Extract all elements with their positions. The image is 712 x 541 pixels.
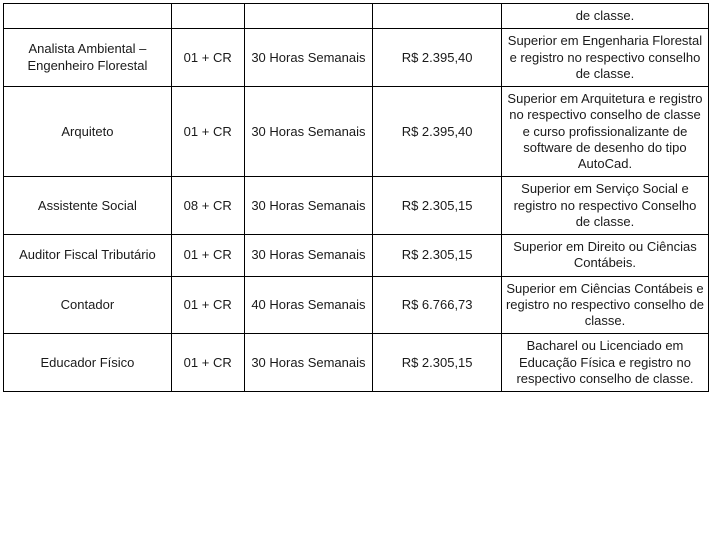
cell-vagas: 08 + CR	[171, 177, 244, 235]
cell-vagas: 01 + CR	[171, 276, 244, 334]
cell-salario: R$ 6.766,73	[373, 276, 502, 334]
cell-requisitos: Superior em Direito ou Ciências Contábei…	[501, 235, 708, 277]
cell-vagas: 01 + CR	[171, 334, 244, 392]
cell-cargo: Arquiteto	[4, 87, 172, 177]
cell-salario: R$ 2.305,15	[373, 334, 502, 392]
cell-requisitos: Superior em Engenharia Florestal e regis…	[501, 29, 708, 87]
cell-cargo: Assistente Social	[4, 177, 172, 235]
cell-horas: 40 Horas Semanais	[244, 276, 373, 334]
cell-vagas	[171, 4, 244, 29]
table-row: Auditor Fiscal Tributário 01 + CR 30 Hor…	[4, 235, 709, 277]
cell-salario	[373, 4, 502, 29]
cell-cargo: Contador	[4, 276, 172, 334]
cell-salario: R$ 2.305,15	[373, 177, 502, 235]
cell-horas: 30 Horas Semanais	[244, 334, 373, 392]
table-row: de classe.	[4, 4, 709, 29]
table-row: Contador 01 + CR 40 Horas Semanais R$ 6.…	[4, 276, 709, 334]
table-row: Arquiteto 01 + CR 30 Horas Semanais R$ 2…	[4, 87, 709, 177]
table-row: Educador Físico 01 + CR 30 Horas Semanai…	[4, 334, 709, 392]
table-row: Assistente Social 08 + CR 30 Horas Seman…	[4, 177, 709, 235]
cell-requisitos: Bacharel ou Licenciado em Educação Físic…	[501, 334, 708, 392]
cell-requisitos: de classe.	[501, 4, 708, 29]
cell-horas: 30 Horas Semanais	[244, 235, 373, 277]
cell-horas: 30 Horas Semanais	[244, 87, 373, 177]
cell-vagas: 01 + CR	[171, 87, 244, 177]
cell-vagas: 01 + CR	[171, 29, 244, 87]
cell-requisitos: Superior em Serviço Social e registro no…	[501, 177, 708, 235]
cell-requisitos: Superior em Arquitetura e registro no re…	[501, 87, 708, 177]
cell-horas: 30 Horas Semanais	[244, 29, 373, 87]
cell-salario: R$ 2.395,40	[373, 87, 502, 177]
cell-vagas: 01 + CR	[171, 235, 244, 277]
cell-cargo: Educador Físico	[4, 334, 172, 392]
cell-cargo: Analista Ambiental – Engenheiro Floresta…	[4, 29, 172, 87]
cell-cargo	[4, 4, 172, 29]
cell-salario: R$ 2.395,40	[373, 29, 502, 87]
cell-horas: 30 Horas Semanais	[244, 177, 373, 235]
cell-cargo: Auditor Fiscal Tributário	[4, 235, 172, 277]
jobs-table-body: de classe. Analista Ambiental – Engenhei…	[4, 4, 709, 392]
jobs-table: de classe. Analista Ambiental – Engenhei…	[3, 3, 709, 392]
cell-requisitos: Superior em Ciências Contábeis e registr…	[501, 276, 708, 334]
table-row: Analista Ambiental – Engenheiro Floresta…	[4, 29, 709, 87]
cell-horas	[244, 4, 373, 29]
cell-salario: R$ 2.305,15	[373, 235, 502, 277]
